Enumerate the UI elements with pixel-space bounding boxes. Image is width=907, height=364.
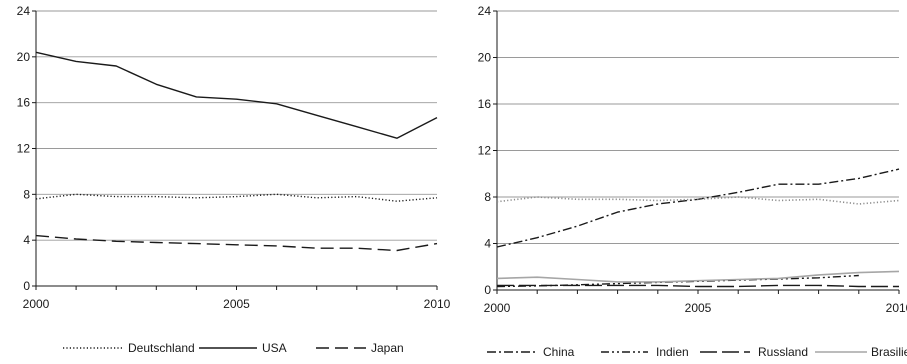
x-tick-label: 2000	[484, 301, 511, 315]
x-tick-label: 2005	[223, 297, 250, 311]
series-line-china	[496, 168, 900, 248]
series-line-reference	[496, 196, 900, 205]
y-tick-label: 0	[23, 279, 30, 293]
y-tick-label: 24	[478, 4, 492, 18]
series-line-deutschland	[35, 193, 438, 202]
x-tick-label: 2010	[424, 297, 451, 311]
legend-label-indien: Indien	[656, 345, 689, 359]
series-line-brasilien	[496, 270, 900, 283]
y-tick-label: 12	[17, 142, 31, 156]
chart-panel-2: 0 4 8 12 16 20 24 2000 2005 2010 China Indien Russla…	[478, 4, 907, 359]
legend-label-usa: USA	[262, 341, 287, 355]
y-tick-label: 24	[17, 4, 31, 18]
y-tick-label: 0	[484, 283, 491, 297]
y-tick-label: 20	[17, 50, 31, 64]
chart-panel-1: 0 4 8 12 16 20 24 2000 2005 2010 Deutschland USA Jap…	[17, 4, 451, 355]
legend-label-brasilien: Brasilien	[871, 345, 907, 359]
x-tick-label: 2000	[23, 297, 50, 311]
y-tick-label: 8	[484, 190, 491, 204]
y-tick-label: 12	[478, 144, 492, 158]
y-tick-label: 4	[484, 237, 491, 251]
legend-label-deutschland: Deutschland	[128, 341, 195, 355]
y-tick-label: 8	[23, 187, 30, 201]
y-tick-label: 16	[17, 96, 31, 110]
series-line-usa	[35, 51, 438, 139]
y-tick-label: 4	[23, 233, 30, 247]
legend-label-china: China	[543, 345, 575, 359]
x-tick-label: 2010	[886, 301, 907, 315]
x-tick-label: 2005	[685, 301, 712, 315]
legend-label-russland: Russland	[758, 345, 808, 359]
legend-label-japan: Japan	[371, 341, 404, 355]
series-line-japan	[35, 234, 438, 252]
y-tick-label: 16	[478, 97, 492, 111]
series-line-russland	[497, 284, 899, 288]
y-tick-label: 20	[478, 51, 492, 65]
